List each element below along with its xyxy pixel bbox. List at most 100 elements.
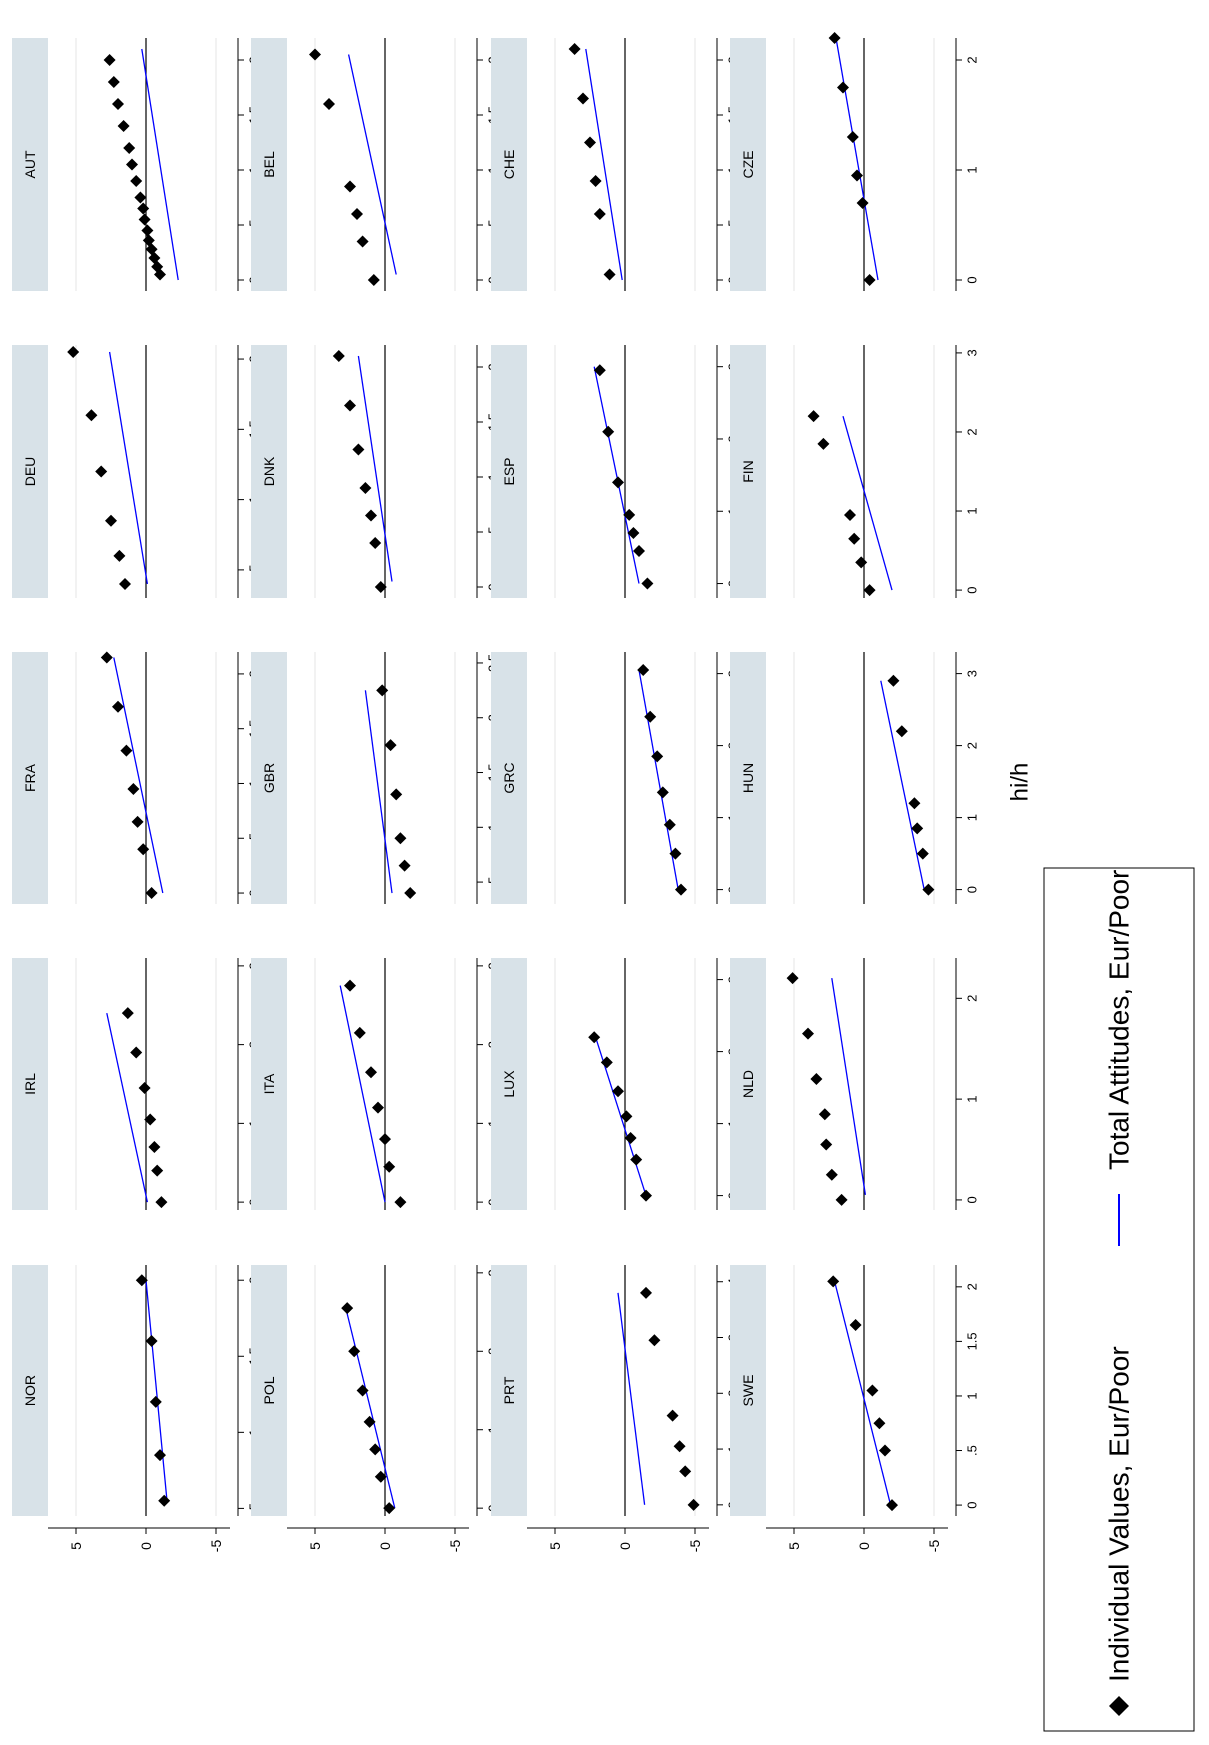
individual-value-point — [810, 1072, 823, 1085]
individual-value-point — [807, 410, 820, 423]
individual-value-point — [394, 832, 407, 845]
legend-label-total-attitudes: Total Attitudes, Eur/Poor — [1104, 870, 1135, 1170]
panel-strip — [251, 958, 287, 1210]
individual-value-point — [835, 1193, 848, 1206]
individual-value-point — [103, 54, 116, 66]
individual-value-point — [379, 1133, 391, 1146]
individual-value-point — [119, 577, 131, 590]
legend-box — [1043, 867, 1195, 1732]
individual-value-point — [383, 1502, 396, 1515]
panel-title: DNK — [261, 456, 277, 486]
individual-value-point — [113, 549, 126, 562]
panel-strip — [491, 38, 527, 291]
panel-title: POL — [261, 1376, 277, 1404]
panel-strip — [251, 1265, 287, 1516]
individual-value-point — [802, 1027, 814, 1040]
individual-value-point — [656, 786, 669, 799]
panel-dnk: DNK0.511.52 — [251, 345, 501, 598]
x-tick-label: 3 — [965, 670, 980, 677]
individual-value-point — [818, 1108, 831, 1121]
panel-strip — [730, 652, 766, 904]
individual-value-point — [121, 1007, 134, 1020]
individual-value-point — [367, 274, 380, 286]
panel-title: FIN — [740, 460, 756, 483]
panel-grc: GRC0123 — [491, 652, 741, 904]
individual-value-point — [341, 1302, 354, 1315]
individual-value-point — [916, 847, 929, 860]
panel-strip — [491, 958, 527, 1210]
total-attitudes-line — [842, 415, 893, 591]
panel-title: HUN — [740, 763, 756, 793]
individual-value-point — [863, 274, 876, 286]
individual-value-point — [107, 76, 120, 88]
total-attitudes-line — [617, 1292, 646, 1505]
individual-value-point — [673, 1440, 686, 1453]
individual-value-point — [584, 136, 596, 149]
individual-value-point — [593, 208, 606, 220]
individual-value-point — [630, 1153, 643, 1166]
individual-value-point — [648, 1334, 661, 1347]
x-tick-label: 0 — [965, 586, 980, 593]
individual-value-point — [837, 81, 849, 94]
individual-value-point — [640, 1286, 652, 1299]
x-tick-label: 2 — [965, 1283, 980, 1290]
individual-value-point — [641, 577, 654, 590]
individual-value-point — [117, 120, 130, 132]
individual-value-point — [623, 508, 636, 521]
panel-title: PRT — [501, 1376, 517, 1404]
individual-value-point — [137, 202, 150, 215]
total-attitudes-line — [345, 1307, 396, 1509]
panel-swe: SWE 0 .5 1 1.5 2 5 0 -5 — [730, 1265, 980, 1552]
individual-value-point — [359, 482, 372, 494]
y-tick-label: 5 — [307, 1542, 323, 1550]
individual-value-point — [144, 1113, 157, 1126]
individual-value-point — [126, 158, 138, 171]
individual-value-point — [131, 815, 144, 828]
individual-value-point — [851, 169, 863, 182]
panel-strip — [251, 38, 287, 291]
y-tick-label: -5 — [926, 1540, 942, 1553]
y-tick-label: 0 — [856, 1542, 872, 1550]
individual-value-point — [651, 750, 664, 763]
panel-title: GRC — [501, 762, 517, 793]
individual-value-point — [365, 1066, 377, 1079]
total-attitudes-line — [106, 1012, 149, 1203]
panel-title: GBR — [261, 763, 277, 793]
x-tick-label: 1.5 — [965, 1332, 980, 1350]
individual-value-point — [351, 208, 363, 220]
x-tick-label: 1 — [965, 1392, 980, 1399]
x-tick-label: 2 — [965, 995, 980, 1002]
individual-value-point — [155, 1196, 168, 1209]
individual-value-point — [644, 710, 657, 723]
panel-lux: LUX0123 — [491, 958, 741, 1210]
individual-value-point — [67, 346, 80, 359]
individual-value-point — [620, 1110, 633, 1123]
individual-value-point — [353, 1026, 366, 1039]
individual-value-point — [577, 92, 589, 105]
panel-title: ESP — [501, 457, 517, 485]
individual-value-point — [374, 581, 387, 593]
individual-value-point — [158, 1494, 171, 1507]
individual-value-point — [138, 213, 151, 226]
y-tick-label: 5 — [68, 1542, 84, 1550]
individual-value-point — [855, 556, 868, 569]
panel-ita: ITA0123 — [251, 958, 501, 1210]
individual-value-point — [383, 1160, 396, 1173]
panel-bel: BEL0.511.52 — [251, 38, 501, 291]
individual-value-point — [141, 224, 154, 237]
panel-strip — [730, 1265, 766, 1516]
individual-value-point — [112, 700, 124, 713]
individual-value-point — [309, 48, 321, 61]
individual-value-point — [352, 443, 365, 456]
individual-value-point — [908, 797, 921, 810]
individual-value-point — [100, 651, 113, 664]
x-tick-label: 1 — [965, 166, 980, 173]
y-tick-label: -5 — [208, 1540, 224, 1553]
total-attitudes-line — [347, 54, 397, 275]
y-tick-label: 5 — [547, 1542, 563, 1550]
individual-value-point — [627, 526, 640, 539]
individual-value-point — [120, 744, 133, 757]
individual-value-point — [820, 1138, 833, 1151]
